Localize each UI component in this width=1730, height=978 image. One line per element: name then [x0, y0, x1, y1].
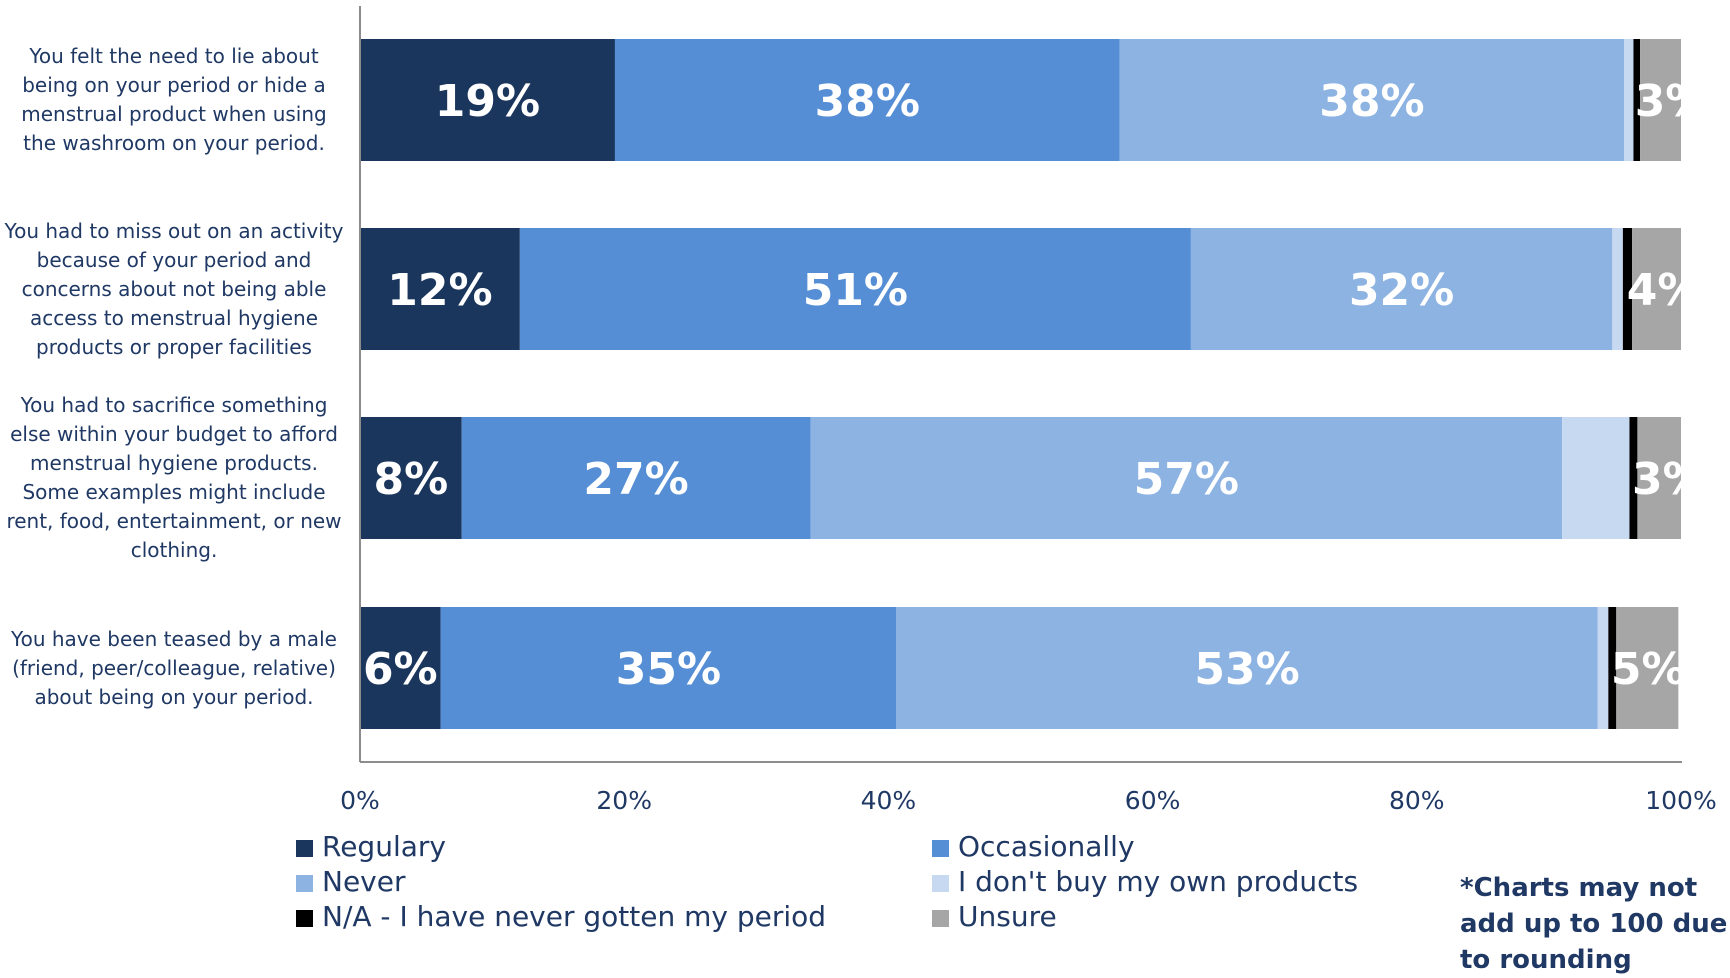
x-tick-label: 40%: [860, 786, 917, 815]
bar-segment: [1608, 607, 1617, 729]
bar-segment: [1622, 228, 1633, 350]
data-label: 4%: [1627, 265, 1702, 316]
legend-label: Regulary: [322, 830, 446, 863]
bar-segment: [1562, 417, 1630, 539]
bar-segment: [1633, 39, 1641, 161]
data-label: 51%: [803, 265, 908, 316]
bar-segment: [614, 39, 1120, 161]
category-label: You had to sacrifice something else with…: [6, 393, 342, 562]
legend-swatch: [932, 910, 949, 927]
bar-segment: [1637, 417, 1681, 539]
bar-segment: [360, 607, 441, 729]
bar-segment: [1632, 228, 1681, 350]
legend-swatch: [296, 875, 313, 892]
x-tick-label: 0%: [340, 786, 380, 815]
legend-swatch: [932, 840, 949, 857]
data-label: 38%: [1319, 76, 1424, 127]
data-label: 6%: [363, 644, 438, 695]
bar-segment: [519, 228, 1191, 350]
legend-label: Occasionally: [958, 830, 1135, 863]
legend-item: Unsure: [932, 900, 1057, 934]
legend-label: Never: [322, 865, 406, 898]
data-label: 38%: [815, 76, 920, 127]
bar-segment: [1629, 417, 1638, 539]
legend-item: Regulary: [296, 830, 446, 864]
x-tick-label: 20%: [596, 786, 652, 815]
bar-segment: [440, 607, 897, 729]
data-label: 32%: [1349, 265, 1454, 316]
data-label: 5%: [1611, 644, 1686, 695]
legend-label: N/A - I have never gotten my period: [322, 900, 827, 933]
legend-swatch: [932, 875, 949, 892]
x-tick-label: 80%: [1389, 786, 1445, 815]
category-label: You had to miss out on an activity becau…: [4, 218, 344, 359]
data-label: 35%: [616, 644, 721, 695]
legend-swatch: [296, 840, 313, 857]
legend-label: Unsure: [958, 900, 1057, 933]
bar-segment: [1597, 607, 1609, 729]
bar-segment: [1640, 39, 1681, 161]
category-label: You felt the need to lie about being on …: [21, 44, 327, 155]
stacked-bar-chart: 19% 38% 38% 3% 12% 51% 32% 4% 8% 27% 57% 3% 6% 35% 53%…: [359, 6, 1710, 763]
bar-segment: [360, 39, 615, 161]
legend-item: I don't buy my own products: [932, 865, 1358, 899]
footnote: *Charts may not add up to 100 due to rou…: [1460, 873, 1728, 975]
x-tick-label: 60%: [1124, 786, 1181, 815]
bar-segment: [1624, 39, 1634, 161]
data-label: 8%: [374, 454, 449, 505]
legend-item: Never: [296, 865, 405, 899]
bar-area: 19% 38% 38% 3% 12% 51% 32% 4% 8% 27% 57% 3% 6% 35% 53%…: [360, 39, 1710, 729]
legend-item: N/A - I have never gotten my period: [296, 900, 826, 934]
bar-segment: [1119, 39, 1625, 161]
bar-segment: [810, 417, 1563, 539]
data-label: 27%: [583, 454, 688, 505]
data-label: 19%: [435, 76, 540, 127]
data-label: 3%: [1632, 454, 1707, 505]
bar-segment: [1612, 228, 1623, 350]
legend-label: I don't buy my own products: [958, 865, 1359, 898]
bar-segment: [896, 607, 1598, 729]
legend-item: Occasionally: [932, 830, 1135, 864]
bar-segment: [1616, 607, 1679, 729]
bar-segment: [1190, 228, 1613, 350]
category-label: You have been teased by a male (friend, …: [11, 626, 337, 709]
bar-segment: [461, 417, 811, 539]
data-label: 12%: [387, 265, 492, 316]
data-label: 53%: [1194, 644, 1299, 695]
data-label: 57%: [1134, 454, 1239, 505]
x-tick-label: 100%: [1645, 786, 1717, 815]
legend-swatch: [296, 910, 313, 927]
data-label: 3%: [1635, 76, 1710, 127]
bar-segment: [360, 228, 520, 350]
bar-segment: [360, 417, 462, 539]
